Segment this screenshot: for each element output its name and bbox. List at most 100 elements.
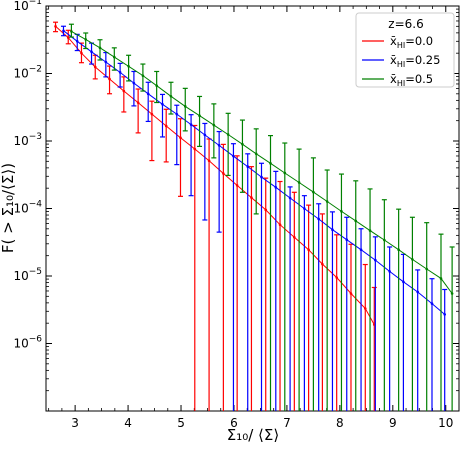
y-tick-exponent: −6	[29, 335, 43, 345]
data-point	[203, 133, 207, 137]
data-point	[254, 152, 258, 156]
data-point	[340, 210, 343, 213]
data-point	[179, 136, 182, 139]
legend-label: x̄HI=0.5	[390, 72, 433, 88]
y-tick-mantissa: 10	[13, 134, 28, 148]
data-point	[222, 172, 225, 175]
legend-box	[355, 12, 455, 88]
series-line	[63, 30, 446, 315]
y-tick-exponent: −2	[29, 65, 42, 75]
y-tick-label: 10−3	[13, 132, 42, 148]
data-point	[150, 112, 154, 116]
legend-label-value: =0.5	[405, 72, 433, 86]
data-point	[283, 171, 287, 175]
data-point	[374, 258, 377, 262]
data-point	[164, 124, 168, 128]
data-point	[278, 223, 282, 227]
legend-label-symbol: x̄	[390, 34, 397, 48]
data-point	[383, 238, 386, 242]
data-point	[118, 71, 122, 74]
data-point	[450, 292, 454, 295]
legend-label: x̄HI=0.0	[390, 34, 433, 50]
x-tick-label: 6	[230, 416, 238, 430]
series-group	[53, 21, 455, 411]
data-point	[198, 114, 201, 118]
data-point	[293, 235, 296, 239]
legend: z=6.6 x̄HI=0.0x̄HI=0.25x̄HI=0.5	[355, 12, 455, 88]
data-point	[312, 190, 315, 194]
y-tick-label: 10−6	[13, 335, 42, 351]
data-point	[155, 84, 158, 87]
series-line	[55, 25, 375, 325]
data-point	[84, 38, 88, 41]
legend-label-value: =0.0	[405, 34, 433, 48]
data-point	[161, 102, 164, 106]
data-point	[439, 277, 443, 280]
data-point	[54, 25, 57, 28]
series-line	[71, 30, 453, 294]
data-point	[269, 162, 272, 165]
data-point	[349, 292, 353, 295]
legend-label-symbol: x̄	[390, 53, 397, 67]
data-point	[288, 196, 292, 200]
data-point	[331, 228, 334, 232]
data-point	[90, 50, 93, 54]
data-point	[250, 196, 253, 199]
x-tick-label: 10	[438, 416, 453, 430]
y-axis-label: F( > Σ₁₀/⟨Σ⟩)	[0, 163, 17, 253]
legend-label-subscript: HI	[397, 60, 405, 69]
data-point	[226, 133, 230, 136]
data-point	[146, 92, 150, 96]
data-point	[335, 276, 338, 279]
legend-label-value: =0.25	[405, 53, 440, 67]
y-tick-exponent: −3	[29, 132, 42, 142]
data-point	[113, 55, 116, 59]
x-ticks: 3 4 5 6 7 8 9 10	[48, 6, 460, 430]
legend-label: x̄HI=0.25	[390, 53, 440, 69]
data-point	[189, 123, 193, 126]
data-point	[141, 74, 145, 77]
data-point	[127, 64, 130, 68]
data-point	[402, 280, 405, 284]
x-tick-label: 5	[177, 416, 185, 430]
legend-label-subscript: HI	[397, 79, 405, 88]
data-point	[345, 238, 349, 241]
data-point	[363, 307, 367, 310]
data-point	[307, 248, 310, 252]
data-point	[321, 262, 324, 266]
data-point	[217, 144, 221, 147]
y-tick-label: 10−1	[13, 0, 42, 13]
data-point	[98, 46, 102, 50]
x-tick-label: 3	[71, 416, 79, 430]
x-tick-label: 8	[336, 416, 344, 430]
y-ticks: 10−610−510−410−310−210−1	[13, 0, 459, 392]
y-tick-exponent: −1	[29, 0, 42, 7]
data-point	[411, 258, 414, 261]
y-tick-mantissa: 10	[13, 337, 28, 351]
data-point	[62, 29, 65, 33]
data-point	[416, 290, 420, 294]
legend-items: x̄HI=0.0x̄HI=0.25x̄HI=0.5	[362, 34, 440, 88]
x-tick-label: 9	[389, 416, 397, 430]
data-point	[260, 175, 263, 179]
data-point	[297, 181, 301, 184]
x-tick-label: 7	[283, 416, 291, 430]
data-point	[122, 89, 126, 93]
data-point	[175, 112, 179, 116]
data-point	[388, 270, 391, 273]
y-tick-mantissa: 10	[13, 269, 28, 283]
x-axis-label: Σ₁₀/ ⟨Σ⟩	[227, 426, 280, 444]
data-point	[183, 105, 187, 108]
data-point	[70, 30, 73, 33]
y-tick-label: 10−2	[13, 65, 42, 81]
data-point	[132, 81, 136, 85]
data-point	[136, 101, 140, 104]
data-point	[104, 60, 108, 64]
data-point	[246, 165, 250, 168]
data-point	[235, 184, 239, 187]
data-point	[80, 51, 83, 55]
data-point	[359, 248, 363, 252]
x-tick-label: 4	[124, 416, 132, 430]
legend-label-subscript: HI	[397, 41, 405, 50]
